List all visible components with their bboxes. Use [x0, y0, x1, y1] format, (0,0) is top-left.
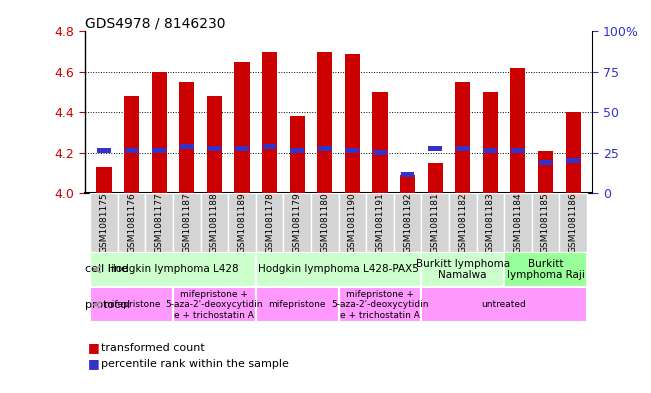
Text: GSM1081177: GSM1081177 [155, 192, 163, 253]
Text: untreated: untreated [482, 300, 527, 309]
Text: GSM1081179: GSM1081179 [293, 192, 301, 253]
Bar [366, 193, 394, 252]
Bar [511, 148, 525, 152]
Bar [228, 193, 256, 252]
Text: Burkitt
lymphoma Raji: Burkitt lymphoma Raji [506, 259, 585, 280]
Text: Hodgkin lymphoma L428-PAX5: Hodgkin lymphoma L428-PAX5 [258, 264, 419, 274]
Bar [566, 112, 581, 193]
Bar [428, 146, 442, 151]
Bar [263, 144, 277, 149]
Bar [345, 54, 360, 193]
Bar [484, 148, 497, 152]
Bar [372, 92, 387, 193]
Text: GSM1081186: GSM1081186 [568, 192, 577, 253]
Bar [504, 252, 587, 287]
Text: GSM1081191: GSM1081191 [376, 192, 384, 253]
Text: GSM1081182: GSM1081182 [458, 192, 467, 253]
Bar [173, 287, 256, 322]
Bar [394, 193, 421, 252]
Text: GSM1081190: GSM1081190 [348, 192, 357, 253]
Text: mifepristone +
5-aza-2'-deoxycytidin
e + trichostatin A: mifepristone + 5-aza-2'-deoxycytidin e +… [165, 290, 263, 320]
Bar [290, 116, 305, 193]
Bar [455, 82, 470, 193]
Text: mifepristone: mifepristone [268, 300, 326, 309]
Bar [234, 62, 249, 193]
Bar [532, 193, 559, 252]
Bar [179, 82, 195, 193]
Bar [235, 146, 249, 151]
Text: ■: ■ [88, 341, 100, 354]
Bar [400, 175, 415, 193]
Text: ■: ■ [88, 357, 100, 370]
Bar [318, 146, 331, 151]
Text: GSM1081185: GSM1081185 [541, 192, 550, 253]
Bar [90, 287, 173, 322]
Bar [90, 193, 118, 252]
Text: GDS4978 / 8146230: GDS4978 / 8146230 [85, 16, 225, 30]
Bar [317, 51, 332, 193]
Bar [90, 252, 256, 287]
Text: GSM1081184: GSM1081184 [514, 192, 522, 253]
Bar [256, 252, 421, 287]
Bar [201, 193, 228, 252]
Text: GSM1081192: GSM1081192 [403, 192, 412, 253]
Text: GSM1081176: GSM1081176 [127, 192, 136, 253]
Bar [538, 160, 552, 165]
Bar [339, 287, 421, 322]
Bar [124, 96, 139, 193]
Text: protocol: protocol [85, 299, 131, 310]
Text: GSM1081181: GSM1081181 [430, 192, 439, 253]
Text: Burkitt lymphoma
Namalwa: Burkitt lymphoma Namalwa [415, 259, 510, 280]
Text: percentile rank within the sample: percentile rank within the sample [101, 358, 289, 369]
Bar [421, 252, 504, 287]
Bar [510, 68, 525, 193]
Bar [339, 193, 366, 252]
Bar [456, 146, 469, 151]
Bar [152, 148, 166, 152]
Bar [118, 193, 145, 252]
Bar [421, 193, 449, 252]
Bar [256, 287, 339, 322]
Bar [256, 193, 283, 252]
Bar [428, 163, 443, 193]
Bar [346, 148, 359, 152]
Bar [283, 193, 311, 252]
Bar [97, 148, 111, 152]
Bar [145, 193, 173, 252]
Bar [538, 151, 553, 193]
Text: GSM1081189: GSM1081189 [238, 192, 247, 253]
Bar [482, 92, 498, 193]
Bar [449, 193, 477, 252]
Text: cell line: cell line [85, 264, 128, 274]
Text: Hodgkin lymphoma L428: Hodgkin lymphoma L428 [107, 264, 238, 274]
Bar [373, 150, 387, 154]
Bar [477, 193, 504, 252]
Text: GSM1081178: GSM1081178 [265, 192, 274, 253]
Bar [559, 193, 587, 252]
Bar [400, 173, 414, 177]
Bar [180, 144, 193, 149]
Bar [311, 193, 339, 252]
Bar [208, 146, 221, 151]
Text: mifepristone +
5-aza-2'-deoxycytidin
e + trichostatin A: mifepristone + 5-aza-2'-deoxycytidin e +… [331, 290, 428, 320]
Text: mifepristone: mifepristone [103, 300, 160, 309]
Bar [504, 193, 532, 252]
Bar [290, 148, 304, 152]
Bar [421, 287, 587, 322]
Bar [152, 72, 167, 193]
Bar [96, 167, 111, 193]
Bar [173, 193, 201, 252]
Text: GSM1081180: GSM1081180 [320, 192, 329, 253]
Bar [566, 158, 580, 163]
Text: GSM1081187: GSM1081187 [182, 192, 191, 253]
Bar [207, 96, 222, 193]
Text: transformed count: transformed count [101, 343, 204, 353]
Bar [125, 148, 139, 152]
Text: GSM1081175: GSM1081175 [100, 192, 109, 253]
Text: GSM1081188: GSM1081188 [210, 192, 219, 253]
Bar [262, 51, 277, 193]
Text: GSM1081183: GSM1081183 [486, 192, 495, 253]
